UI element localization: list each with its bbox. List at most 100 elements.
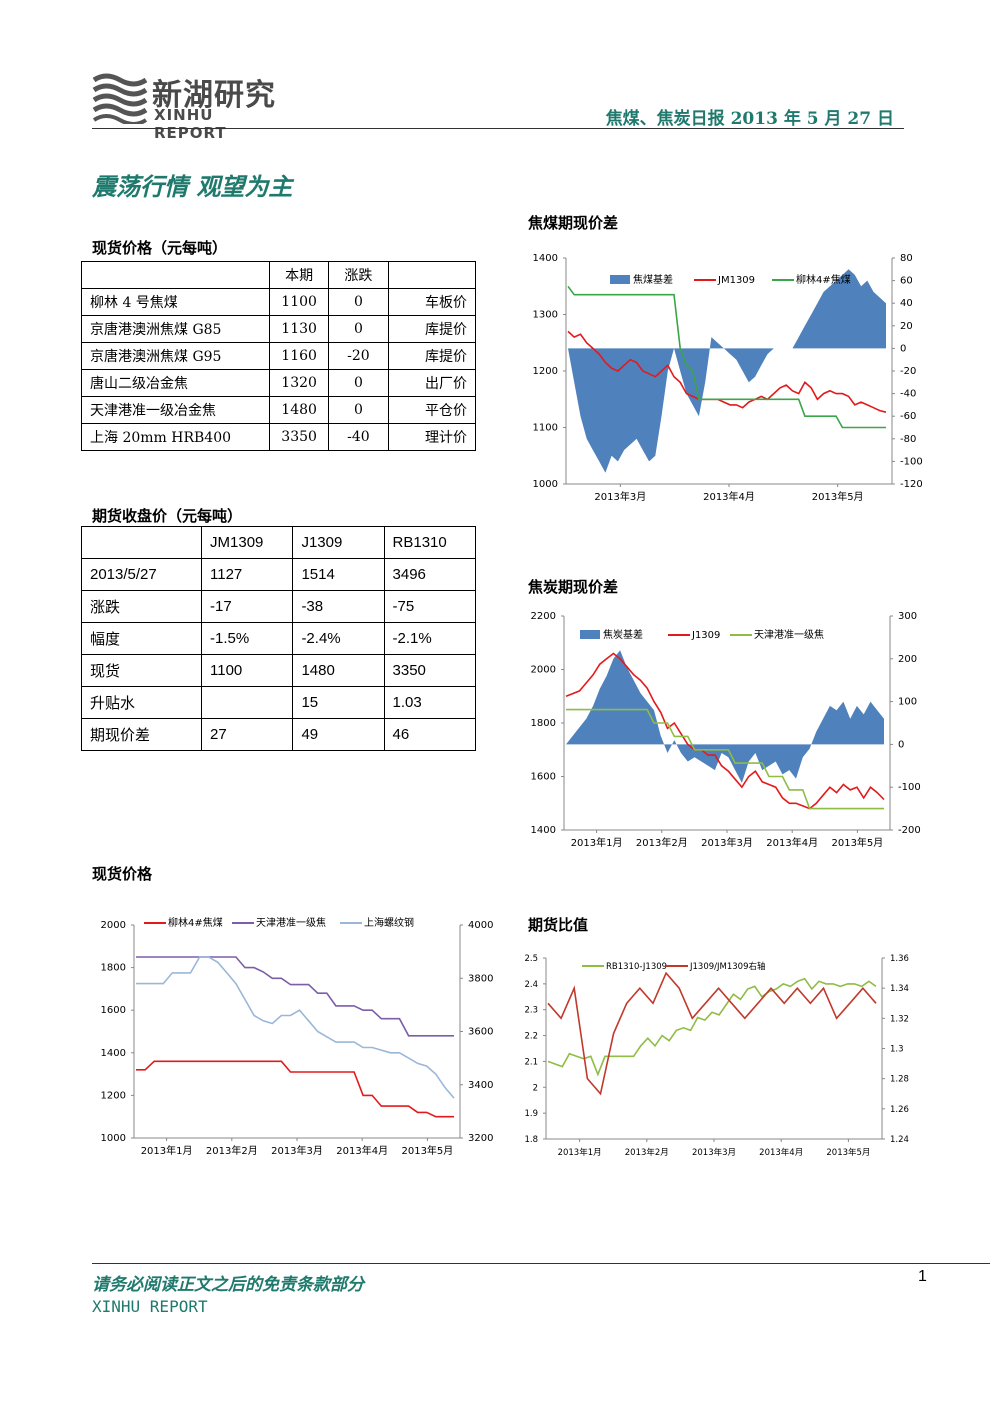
y-tick-label-right: 1.34: [890, 984, 909, 994]
table-cell: RB1310: [383, 526, 477, 559]
y-tick-label-right: 4000: [468, 920, 493, 931]
table-cell: 3350: [268, 423, 330, 451]
y-tick-label-left: 2200: [531, 611, 556, 622]
ratio-chart-title: 期货比值: [528, 916, 589, 934]
report-title: 焦煤、焦炭日报 2013 年 5 月 27 日: [605, 109, 894, 129]
x-tick-label: 2013年4月: [766, 836, 818, 849]
logo-cn: 新湖研究: [152, 78, 276, 113]
table-cell: 1100: [201, 654, 294, 687]
table-cell: 库提价: [387, 315, 477, 343]
table-row: 天津港准一级冶金焦 1480 0 平仓价: [81, 396, 477, 424]
table-cell: 京唐港澳洲焦煤 G95: [81, 342, 270, 370]
table-row: 京唐港澳洲焦煤 G95 1160 -20 库提价: [81, 342, 477, 370]
y-tick-label-right: -100: [900, 456, 923, 467]
table-row: 2013/5/27 1127 1514 3496: [80, 558, 477, 591]
table-cell: 1320: [268, 369, 330, 397]
footer-divider: [92, 1263, 990, 1264]
table-cell: -38: [292, 590, 385, 623]
legend-swatch: [580, 630, 600, 639]
y-tick-label-left: 2.5: [524, 954, 538, 964]
y-tick-label-right: 80: [900, 253, 913, 264]
y-tick-label-right: 100: [898, 697, 917, 708]
x-tick-label: 2013年5月: [831, 836, 883, 849]
y-tick-label-left: 1200: [533, 366, 558, 377]
table-cell: [387, 261, 477, 289]
table-row: 涨跌 -17 -38 -75: [80, 590, 477, 623]
y-tick-label-right: 300: [898, 611, 917, 622]
y-tick-label-left: 2000: [531, 665, 556, 676]
y-tick-label-right: -40: [900, 389, 916, 400]
y-tick-label-right: 3400: [468, 1080, 493, 1091]
y-tick-label-right: 3600: [468, 1027, 493, 1038]
y-tick-label-right: -60: [900, 411, 916, 422]
y-tick-label-right: -200: [898, 825, 921, 836]
legend-label: J1309/JM1309右轴: [689, 961, 765, 972]
table-cell: 涨跌: [80, 590, 203, 623]
series-line: [567, 285, 886, 429]
legend-label: 柳林4#焦煤: [796, 273, 851, 286]
y-tick-label-right: 40: [900, 298, 913, 309]
series-area: [568, 269, 886, 473]
spot-price-chart: 1000 1200 1400 1600 1800 2000 3200 3400 3600 3800…: [101, 916, 494, 1157]
table-cell: 理计价: [387, 423, 477, 451]
y-tick-label-left: 2.1: [524, 1057, 538, 1067]
table-cell: JM1309: [201, 526, 294, 559]
table-cell: 0: [328, 396, 389, 424]
coal-basis-title: 焦煤期现价差: [528, 214, 619, 232]
y-tick-label-right: 1.3: [890, 1045, 904, 1055]
x-tick-label: 2013年1月: [571, 836, 623, 849]
series-line: [547, 977, 877, 1077]
table-cell: 车板价: [387, 288, 477, 316]
x-tick-label: 2013年3月: [594, 490, 646, 503]
y-tick-label-right: 1.24: [890, 1135, 909, 1145]
table-cell: 46: [383, 718, 477, 751]
y-tick-label-left: 1800: [531, 718, 556, 729]
x-tick-label: 2013年2月: [625, 1147, 669, 1158]
table-cell: 1480: [268, 396, 330, 424]
header-divider: [92, 128, 904, 129]
table-cell: 1100: [268, 288, 330, 316]
futures-ratio-chart: 1.8 1.9 2 2.1 2.2 2.3 2.4 2.5 1.24 1.26 1.28 1.3 1.3…: [524, 954, 909, 1158]
coal-basis-chart: 1000 1100 1200 1300 1400 -120 -100 -80 -60 -40 -20…: [533, 253, 923, 503]
table-row: 唐山二级冶金焦 1320 0 出厂价: [81, 369, 477, 397]
x-tick-label: 2013年2月: [206, 1144, 258, 1157]
y-tick-label-left: 2.4: [524, 980, 538, 990]
legend-label: J1309: [691, 630, 720, 641]
page-number: 1: [918, 1268, 927, 1285]
y-tick-label-left: 2.3: [524, 1006, 538, 1016]
table-cell: 唐山二级冶金焦: [81, 369, 270, 397]
logo-waves-icon: [92, 73, 148, 124]
y-tick-label-right: 20: [900, 321, 913, 332]
series-line: [547, 971, 877, 1096]
table-cell: 现货: [80, 654, 203, 687]
y-tick-label-right: 3800: [468, 973, 493, 984]
x-tick-label: 2013年3月: [701, 836, 753, 849]
y-tick-label-left: 1600: [101, 1005, 126, 1016]
x-tick-label: 2013年1月: [558, 1147, 602, 1158]
table-cell: 平仓价: [387, 396, 477, 424]
spot-table-title: 现货价格（元每吨）: [92, 239, 228, 257]
y-tick-label-right: -20: [900, 366, 916, 377]
table-cell: [201, 686, 294, 719]
table-cell: 1130: [268, 315, 330, 343]
table-cell: [80, 526, 203, 559]
y-tick-label-right: -100: [898, 782, 921, 793]
table-cell: 1480: [292, 654, 385, 687]
table-row: JM1309 J1309 RB1310: [80, 526, 477, 559]
logo: 新湖研究 XINHU REPORT: [92, 70, 292, 142]
y-tick-label-left: 2000: [101, 920, 126, 931]
table-cell: -40: [328, 423, 389, 451]
table-cell: 升贴水: [80, 686, 203, 719]
table-cell: 15: [292, 686, 385, 719]
table-cell: 1160: [268, 342, 330, 370]
table-cell: 幅度: [80, 622, 203, 655]
coke-basis-chart: 1400 1600 1800 2000 2200 -200 -100 0 100 200 300 20…: [531, 611, 921, 849]
table-cell: -20: [328, 342, 389, 370]
x-tick-label: 2013年1月: [141, 1144, 193, 1157]
y-tick-label-left: 1800: [101, 963, 126, 974]
spot-chart-title: 现货价格: [92, 865, 153, 883]
table-cell: 3496: [383, 558, 477, 591]
table-cell: -1.5%: [201, 622, 294, 655]
table-cell: 1127: [201, 558, 294, 591]
series-line: [566, 708, 884, 810]
